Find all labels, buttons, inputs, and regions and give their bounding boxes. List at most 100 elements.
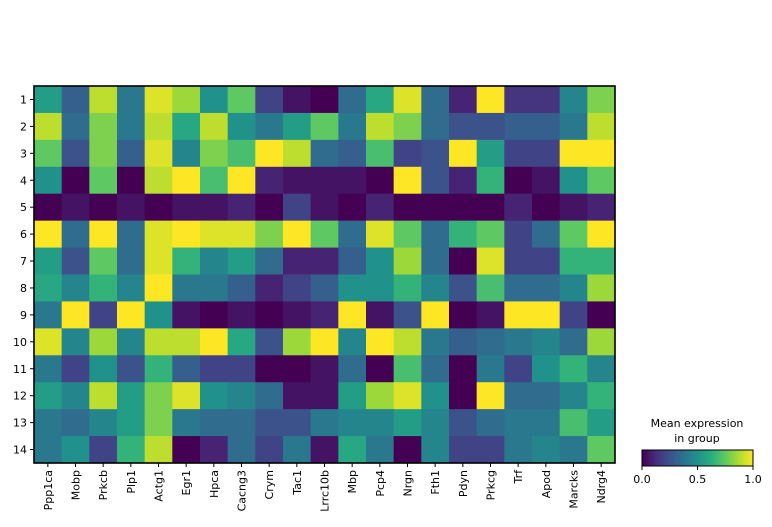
heatmap-cell-10-Fth1 xyxy=(421,328,450,356)
heatmap-cell-10-Cacng3 xyxy=(227,328,256,356)
heatmap-cell-11-Apod xyxy=(532,355,561,383)
heatmap-cell-4-Mbp xyxy=(338,166,367,195)
heatmap-cell-12-Apod xyxy=(532,382,561,410)
heatmap-cell-8-Actg1 xyxy=(144,274,173,302)
colorbar: Mean expression in group 0.0 0.5 1.0 xyxy=(633,417,762,486)
heatmap-cell-13-Prkcg xyxy=(476,409,505,437)
heatmap-cell-2-Trf xyxy=(504,112,533,141)
heatmap-cell-9-Tac1 xyxy=(283,301,312,329)
heatmap-cell-14-Actg1 xyxy=(144,436,173,464)
heatmap-cells xyxy=(34,86,616,464)
heatmap-cell-3-Actg1 xyxy=(144,139,173,168)
y-tick-label: 12 xyxy=(13,390,27,403)
heatmap-cell-14-Plp1 xyxy=(117,436,146,464)
x-tick-label: Marcks xyxy=(568,470,581,509)
x-tick-label: Pdyn xyxy=(457,470,470,497)
heatmap-cell-7-Egr1 xyxy=(172,247,201,275)
y-tick-label: 11 xyxy=(13,363,27,376)
heatmap-cell-10-Apod xyxy=(532,328,561,356)
heatmap-cell-12-Prkcg xyxy=(476,382,505,410)
heatmap-cell-8-Pdyn xyxy=(449,274,478,302)
heatmap-cell-7-Cacng3 xyxy=(227,247,256,275)
heatmap-cell-6-Crym xyxy=(255,220,284,249)
heatmap-cell-1-Nrgn xyxy=(393,86,422,114)
heatmap-cell-2-Egr1 xyxy=(172,112,201,141)
heatmap-cell-3-Lrrc10b xyxy=(310,139,339,168)
heatmap-cell-3-Prkcg xyxy=(476,139,505,168)
heatmap-cell-8-Hpca xyxy=(200,274,229,302)
heatmap-cell-14-Prkcb xyxy=(89,436,118,464)
x-tick-label: Lrrc10b xyxy=(319,470,332,512)
heatmap-cell-10-Mobp xyxy=(61,328,90,356)
colorbar-ticks: 0.0 0.5 1.0 xyxy=(633,466,762,486)
heatmap-cell-1-Crym xyxy=(255,86,284,114)
x-tick-label: Egr1 xyxy=(180,470,193,495)
heatmap-cell-3-Plp1 xyxy=(117,139,146,168)
x-tick-label: Trf xyxy=(512,469,525,485)
heatmap-cell-12-Fth1 xyxy=(421,382,450,410)
colorbar-tick-label: 0.0 xyxy=(633,473,651,486)
heatmap-cell-2-Cacng3 xyxy=(227,112,256,141)
heatmap-cell-2-Plp1 xyxy=(117,112,146,141)
heatmap-cell-14-Hpca xyxy=(200,436,229,464)
heatmap-cell-5-Prkcb xyxy=(89,193,118,222)
heatmap-cell-7-Plp1 xyxy=(117,247,146,275)
heatmap-cell-1-Mbp xyxy=(338,86,367,114)
heatmap-cell-1-Actg1 xyxy=(144,86,173,114)
heatmap-cell-4-Ndrg4 xyxy=(587,166,616,195)
heatmap-cell-14-Marcks xyxy=(559,436,588,464)
colorbar-title-line2: in group xyxy=(674,432,719,445)
heatmap-cell-5-Prkcg xyxy=(476,193,505,222)
x-tick-label: Prkcb xyxy=(97,470,110,500)
heatmap-cell-8-Nrgn xyxy=(393,274,422,302)
heatmap-cell-7-Mbp xyxy=(338,247,367,275)
x-tick-label: Ppp1ca xyxy=(42,470,55,510)
heatmap-cell-6-Mobp xyxy=(61,220,90,249)
heatmap-cell-1-Lrrc10b xyxy=(310,86,339,114)
heatmap-cell-1-Hpca xyxy=(200,86,229,114)
heatmap-cell-13-Lrrc10b xyxy=(310,409,339,437)
heatmap-cell-11-Ndrg4 xyxy=(587,355,616,383)
heatmap-cell-3-Nrgn xyxy=(393,139,422,168)
heatmap-cell-4-Apod xyxy=(532,166,561,195)
y-tick-label: 1 xyxy=(20,93,27,106)
heatmap-cell-8-Mbp xyxy=(338,274,367,302)
heatmap-cell-8-Crym xyxy=(255,274,284,302)
heatmap-cell-3-Crym xyxy=(255,139,284,168)
heatmap-cell-14-Cacng3 xyxy=(227,436,256,464)
heatmap-cell-8-Fth1 xyxy=(421,274,450,302)
heatmap-cell-5-Nrgn xyxy=(393,193,422,222)
x-tick-label: Plp1 xyxy=(125,470,138,494)
heatmap-cell-9-Apod xyxy=(532,301,561,329)
heatmap-cell-5-Apod xyxy=(532,193,561,222)
heatmap-cell-13-Cacng3 xyxy=(227,409,256,437)
heatmap-cell-6-Pcp4 xyxy=(366,220,395,249)
heatmap-cell-6-Tac1 xyxy=(283,220,312,249)
heatmap-cell-3-Cacng3 xyxy=(227,139,256,168)
heatmap-cell-6-Actg1 xyxy=(144,220,173,249)
heatmap-cell-10-Mbp xyxy=(338,328,367,356)
heatmap-cell-12-Marcks xyxy=(559,382,588,410)
heatmap-cell-7-Crym xyxy=(255,247,284,275)
heatmap-cell-10-Prkcb xyxy=(89,328,118,356)
heatmap-cell-13-Apod xyxy=(532,409,561,437)
heatmap-cell-4-Hpca xyxy=(200,166,229,195)
heatmap-cell-8-Lrrc10b xyxy=(310,274,339,302)
heatmap-cell-13-Mbp xyxy=(338,409,367,437)
heatmap-cell-7-Ppp1ca xyxy=(34,247,63,275)
heatmap-cell-14-Tac1 xyxy=(283,436,312,464)
heatmap-cell-5-Trf xyxy=(504,193,533,222)
heatmap-cell-4-Mobp xyxy=(61,166,90,195)
heatmap-cell-1-Cacng3 xyxy=(227,86,256,114)
heatmap-cell-5-Egr1 xyxy=(172,193,201,222)
heatmap-cell-4-Pdyn xyxy=(449,166,478,195)
heatmap-cell-6-Lrrc10b xyxy=(310,220,339,249)
heatmap-cell-11-Cacng3 xyxy=(227,355,256,383)
heatmap-cell-14-Mbp xyxy=(338,436,367,464)
heatmap-cell-3-Egr1 xyxy=(172,139,201,168)
heatmap-cell-4-Cacng3 xyxy=(227,166,256,195)
heatmap-cell-12-Ppp1ca xyxy=(34,382,63,410)
heatmap-cell-13-Trf xyxy=(504,409,533,437)
y-tick-label: 10 xyxy=(13,336,27,349)
heatmap-cell-5-Crym xyxy=(255,193,284,222)
